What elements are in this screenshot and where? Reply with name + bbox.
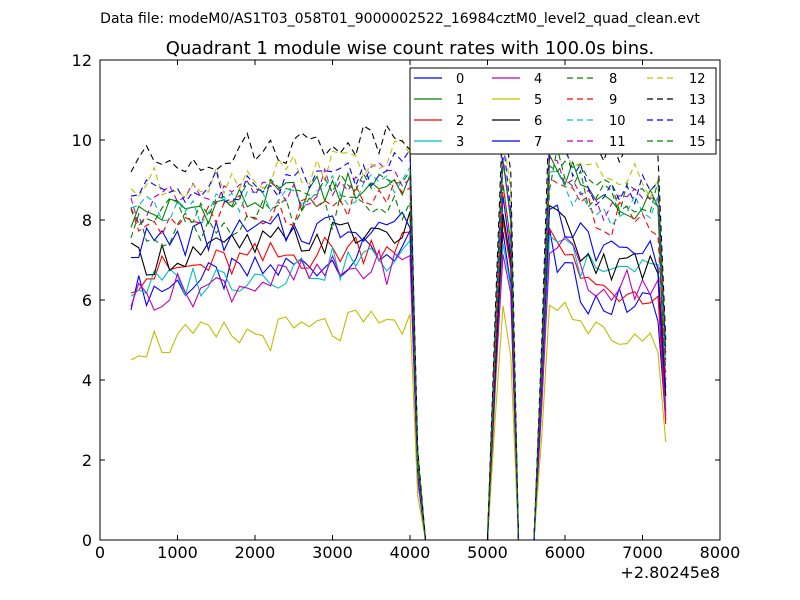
series-line-6 (130, 204, 667, 540)
x-tick-label: 2000 (235, 543, 276, 562)
series-line-11 (130, 157, 667, 540)
legend-label-4: 4 (534, 72, 542, 87)
series-line-7 (130, 195, 667, 540)
legend-label-14: 14 (689, 114, 706, 129)
legend-label-9: 9 (609, 93, 617, 108)
series-line-3 (130, 234, 667, 540)
y-tick-label: 10 (72, 131, 92, 150)
legend-label-5: 5 (534, 93, 542, 108)
figure-suptitle: Data file: modeM0/AS1T03_058T01_90000025… (100, 11, 700, 27)
x-tick-label: 4000 (390, 543, 431, 562)
y-tick-label: 2 (82, 451, 92, 470)
axis-ticks: 0 1000 2000 3000 4000 5000 6000 7000 80000246810… (72, 51, 741, 562)
y-tick-label: 0 (82, 531, 92, 550)
series-line-9 (130, 177, 667, 540)
legend-label-1: 1 (456, 93, 464, 108)
series-line-12 (130, 126, 667, 540)
legend-label-8: 8 (609, 72, 617, 87)
series-line-2 (130, 220, 667, 540)
y-tick-label: 4 (82, 371, 92, 390)
legend-label-12: 12 (689, 72, 706, 87)
x-tick-label: 1000 (157, 543, 198, 562)
x-tick-label: 8000 (700, 543, 741, 562)
x-tick-label: 6000 (545, 543, 586, 562)
series-line-4 (130, 236, 667, 540)
legend-frame (409, 67, 717, 155)
y-tick-label: 6 (82, 291, 92, 310)
legend-label-13: 13 (689, 93, 706, 108)
series-line-8 (130, 147, 667, 540)
legend-label-15: 15 (689, 135, 706, 150)
series-line-5 (130, 301, 667, 540)
legend-label-6: 6 (534, 114, 542, 129)
series-line-14 (130, 139, 667, 540)
y-tick-label: 8 (82, 211, 92, 230)
series-line-0 (130, 228, 667, 540)
series-line-10 (130, 156, 667, 540)
x-tick-label: 5000 (467, 543, 508, 562)
legend-label-10: 10 (609, 114, 626, 129)
plot-frame (99, 59, 721, 541)
x-offset-label: +2.80245e8 (620, 563, 720, 582)
x-tick-label: 0 (95, 543, 105, 562)
series-layer (130, 100, 667, 540)
x-tick-label: 7000 (622, 543, 663, 562)
legend-label-3: 3 (456, 135, 464, 150)
legend-label-11: 11 (609, 135, 626, 150)
legend-label-2: 2 (456, 114, 464, 129)
legend-label-0: 0 (456, 72, 464, 87)
series-line-15 (130, 160, 667, 540)
legend-label-7: 7 (534, 135, 542, 150)
chart-title: Quadrant 1 module wise count rates with … (166, 38, 655, 59)
y-tick-label: 12 (72, 51, 92, 70)
x-tick-label: 3000 (312, 543, 353, 562)
